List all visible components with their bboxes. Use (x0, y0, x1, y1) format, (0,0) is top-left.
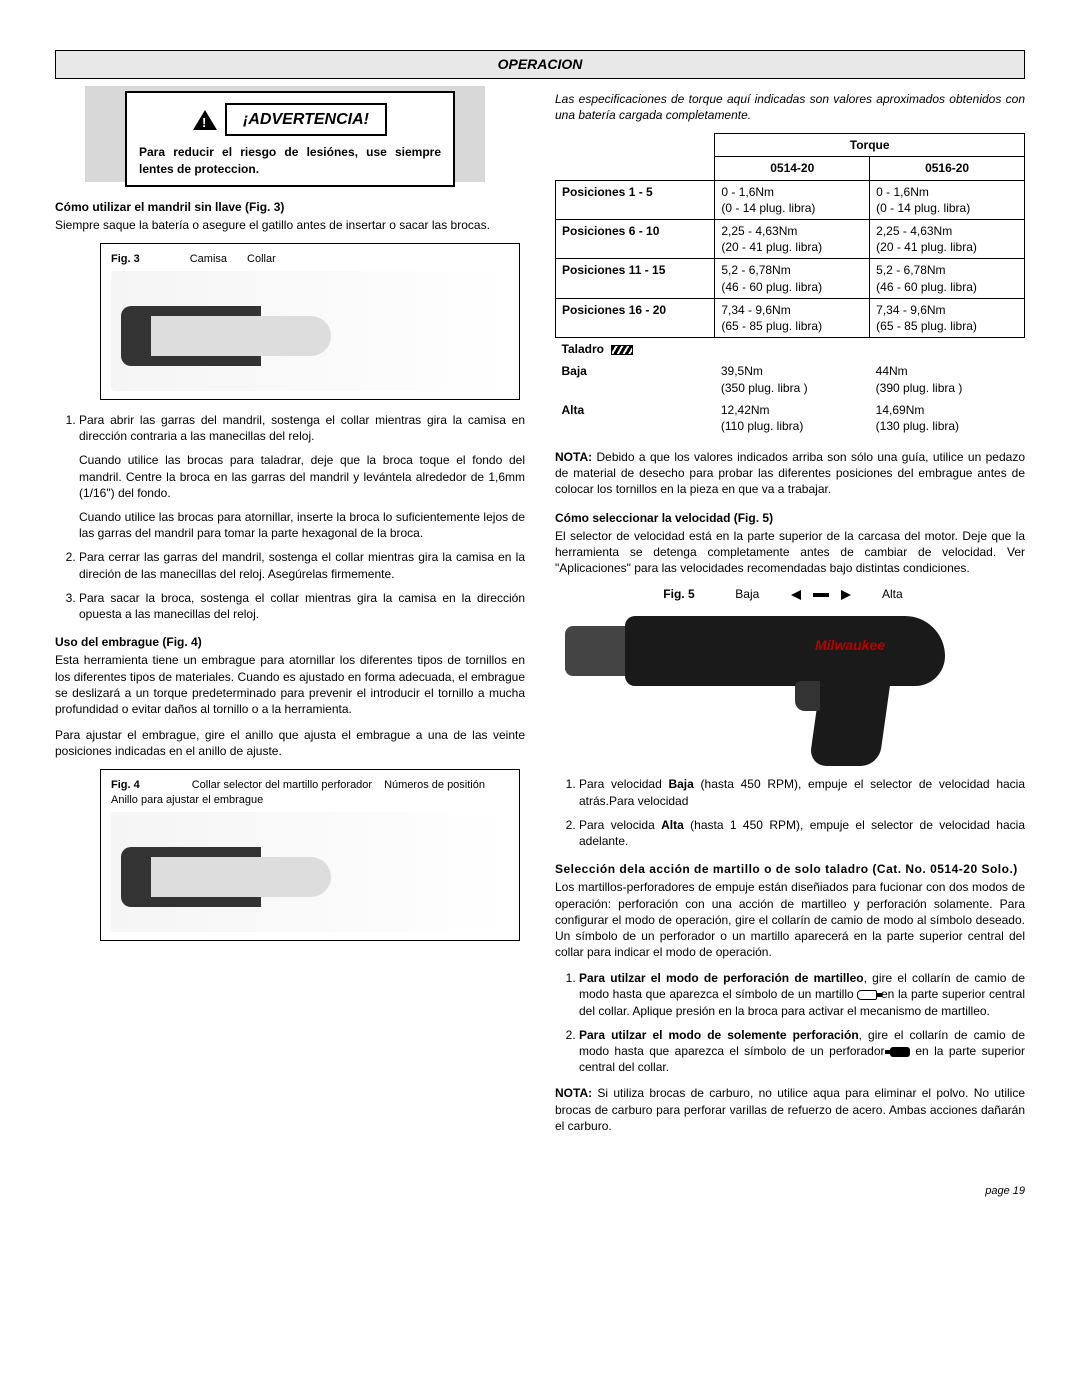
heading-speed: Cómo seleccionar la velocidad (Fig. 5) (555, 510, 1025, 526)
fig5-alta: Alta (882, 587, 903, 601)
cell: 7,34 - 9,6Nm(65 - 85 plug. libra) (870, 298, 1025, 337)
list-item: Para utilzar el modo de solemente perfor… (579, 1027, 1025, 1076)
cell: 5,2 - 6,78Nm(46 - 60 plug. libra) (715, 259, 870, 298)
nota-2: NOTA: Si utiliza brocas de carburo, no u… (555, 1085, 1025, 1134)
cell: 44Nm(390 plug. libra ) (870, 360, 1025, 398)
drill-icon (890, 1047, 910, 1057)
fig4-callout-collar: Collar selector del martillo perforador (192, 778, 372, 793)
list-item: Para velocidad Baja (hasta 450 RPM), emp… (579, 776, 1025, 808)
fig5-label: Fig. 5 (663, 587, 694, 601)
heading-mandril: Cómo utilizar el mandril sin llave (Fig.… (55, 199, 525, 215)
fig3-label: Fig. 3 (111, 252, 140, 267)
fig3-callout-collar: Collar (247, 252, 276, 267)
left-column: ¡ADVERTENCIA! Para reducir el riesgo de … (55, 91, 525, 1144)
list-item: Para abrir las garras del mandril, soste… (79, 412, 525, 541)
cell: 12,42Nm(110 plug. libra) (715, 399, 870, 437)
heading-mode: Selección dela acción de martillo o de s… (555, 861, 1025, 877)
text: Cuando utilice las brocas para atornilla… (79, 509, 525, 541)
warning-triangle-icon (193, 110, 217, 130)
torque-intro: Las especificaciones de torque aquí indi… (555, 91, 1025, 123)
two-column-layout: ¡ADVERTENCIA! Para reducir el riesgo de … (55, 91, 1025, 1144)
fig3-drawing (111, 271, 509, 391)
fig4-callout-numeros: Números de positión (384, 778, 485, 793)
paragraph: Los martillos-perforadores de empuje est… (555, 879, 1025, 960)
warning-text: Para reducir el riesgo de lesiónes, use … (139, 144, 441, 176)
cell: 0 - 1,6Nm(0 - 14 plug. libra) (870, 180, 1025, 219)
cell: 39,5Nm(350 plug. libra ) (715, 360, 870, 398)
right-column: Las especificaciones de torque aquí indi… (555, 91, 1025, 1144)
torque-header: Torque (715, 134, 1025, 157)
drill-brand-text: Milwaukee (815, 636, 885, 655)
list-item: Para cerrar las garras del mandril, sost… (79, 549, 525, 581)
drill-bit-icon (611, 345, 633, 355)
paragraph: Siempre saque la batería o asegure el ga… (55, 217, 525, 233)
row-label: Posiciones 16 - 20 (556, 298, 715, 337)
speed-steps: Para velocidad Baja (hasta 450 RPM), emp… (555, 776, 1025, 849)
list-item: Para velocida Alta (hasta 1 450 RPM), em… (579, 817, 1025, 849)
double-arrow-icon (791, 590, 851, 600)
warning-box: ¡ADVERTENCIA! Para reducir el riesgo de … (90, 91, 490, 187)
cell: 5,2 - 6,78Nm(46 - 60 plug. libra) (870, 259, 1025, 298)
fig5-baja: Baja (735, 587, 759, 601)
row-label: Posiciones 11 - 15 (556, 259, 715, 298)
cell: 2,25 - 4,63Nm(20 - 41 plug. libra) (715, 220, 870, 259)
heading-embrague: Uso del embrague (Fig. 4) (55, 634, 525, 650)
mandril-steps: Para abrir las garras del mandril, soste… (55, 412, 525, 622)
list-item: Para utilzar el modo de perforación de m… (579, 970, 1025, 1019)
row-label: Posiciones 1 - 5 (556, 180, 715, 219)
page-number: page 19 (55, 1184, 1025, 1199)
warning-title: ¡ADVERTENCIA! (225, 103, 387, 137)
figure-4: Fig. 4 Collar selector del martillo perf… (100, 769, 520, 941)
row-baja: Baja (556, 360, 715, 398)
paragraph: El selector de velocidad está en la part… (555, 528, 1025, 577)
col-0514: 0514-20 (715, 157, 870, 180)
text: Para abrir las garras del mandril, soste… (79, 413, 525, 443)
fig4-callout-anillo: Anillo para ajustar el embrague (111, 793, 509, 808)
row-taladro: Taladro (556, 338, 715, 361)
paragraph: Esta herramienta tiene un embrague para … (55, 652, 525, 717)
col-0516: 0516-20 (870, 157, 1025, 180)
cell: 0 - 1,6Nm(0 - 14 plug. libra) (715, 180, 870, 219)
nota-1: NOTA: Debido a que los valores indicados… (555, 449, 1025, 498)
paragraph: Para ajustar el embrague, gire el anillo… (55, 727, 525, 759)
figure-5: Fig. 5 Baja Alta Milwaukee (555, 586, 1025, 766)
section-header: OPERACION (55, 50, 1025, 79)
row-label: Posiciones 6 - 10 (556, 220, 715, 259)
fig4-label: Fig. 4 (111, 778, 140, 793)
figure-3: Fig. 3 Camisa Collar (100, 243, 520, 400)
hammer-icon (857, 990, 877, 1000)
row-alta: Alta (556, 399, 715, 437)
mode-steps: Para utilzar el modo de perforación de m… (555, 970, 1025, 1075)
fig4-drawing (111, 812, 509, 932)
list-item: Para sacar la broca, sostenga el collar … (79, 590, 525, 622)
fig3-callout-camisa: Camisa (190, 252, 227, 267)
text: Cuando utilice las brocas para taladrar,… (79, 452, 525, 501)
cell: 14,69Nm(130 plug. libra) (870, 399, 1025, 437)
cell: 2,25 - 4,63Nm(20 - 41 plug. libra) (870, 220, 1025, 259)
cell: 7,34 - 9,6Nm(65 - 85 plug. libra) (715, 298, 870, 337)
torque-table: Torque 0514-20 0516-20 Posiciones 1 - 5 … (555, 133, 1025, 437)
